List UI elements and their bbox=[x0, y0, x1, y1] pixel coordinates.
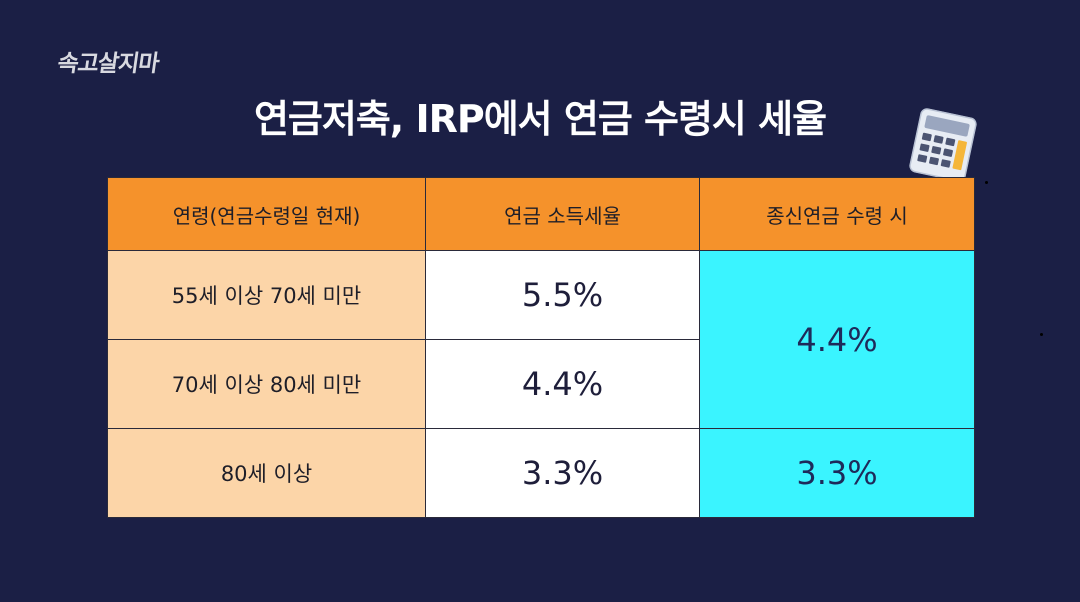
header-age: 연령(연금수령일 현재) bbox=[107, 177, 426, 251]
header-pension-tax-rate: 연금 소득세율 bbox=[425, 177, 700, 251]
page-title: 연금저축, IRP에서 연금 수령시 세율 bbox=[253, 97, 827, 141]
channel-logo: 속고살지마 bbox=[55, 51, 161, 77]
rate-cell: 5.5% bbox=[425, 250, 700, 340]
tax-rate-table: 연령(연금수령일 현재) 연금 소득세율 종신연금 수령 시 55세 이상 70… bbox=[107, 177, 975, 518]
header-lifetime-pension: 종신연금 수령 시 bbox=[699, 177, 975, 251]
age-cell: 70세 이상 80세 미만 bbox=[107, 339, 426, 429]
decorative-dot bbox=[1040, 333, 1043, 336]
lifetime-rate-cell: 3.3% bbox=[699, 428, 975, 518]
calculator-icon bbox=[909, 108, 977, 182]
table-row: 55세 이상 70세 미만 5.5% 4.4% bbox=[107, 250, 975, 429]
rate-cell: 3.3% bbox=[425, 428, 700, 518]
age-cell: 55세 이상 70세 미만 bbox=[107, 250, 426, 340]
lifetime-rate-cell: 4.4% bbox=[699, 250, 975, 429]
rate-cell: 4.4% bbox=[425, 339, 700, 429]
table-row: 70세 이상 80세 미만 4.4% bbox=[107, 339, 975, 429]
table-header-row: 연령(연금수령일 현재) 연금 소득세율 종신연금 수령 시 bbox=[107, 177, 975, 251]
decorative-dot bbox=[985, 181, 988, 184]
table-row: 80세 이상 3.3% 3.3% bbox=[107, 428, 975, 518]
age-cell: 80세 이상 bbox=[107, 428, 426, 518]
